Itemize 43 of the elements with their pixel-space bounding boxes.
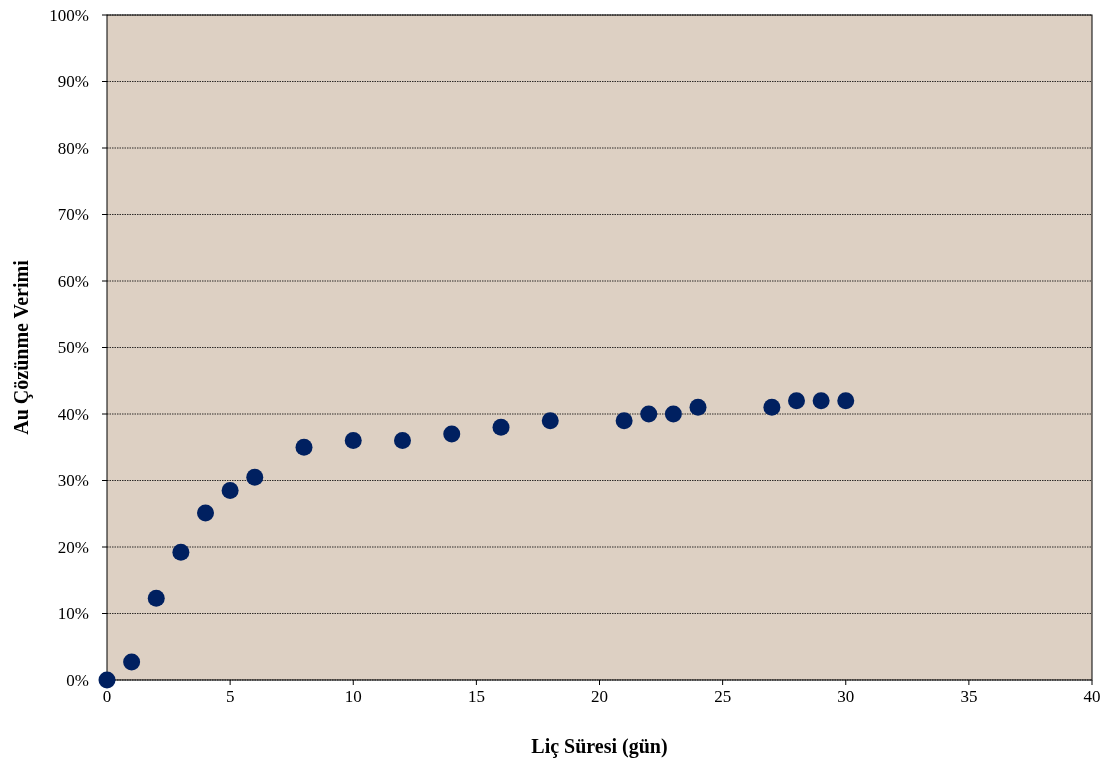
point [689, 398, 707, 416]
point [664, 405, 682, 423]
point [541, 412, 559, 430]
y-tick-label: 20% [57, 537, 89, 557]
point [812, 392, 830, 410]
point [295, 438, 313, 456]
y-tick-label: 100% [49, 5, 89, 25]
x-tick-label: 0 [102, 687, 112, 706]
x-tick-label: 20 [591, 687, 608, 706]
x-axis-title: Liç Süresi (gün) [531, 735, 668, 758]
y-tick-label: 40% [57, 404, 89, 424]
y-tick-label: 50% [57, 338, 89, 358]
point [344, 432, 362, 450]
y-tick-label: 60% [57, 271, 89, 291]
point [172, 543, 190, 561]
point [640, 405, 658, 423]
y-axis-title: Au Çözünme Verimi [10, 259, 33, 435]
y-tick-label: 70% [57, 205, 89, 225]
point [837, 392, 855, 410]
x-tick-label: 10 [344, 687, 362, 706]
x-tick-label: 5 [225, 687, 235, 706]
y-tick-label: 80% [57, 138, 89, 158]
point [123, 653, 141, 671]
point [788, 392, 805, 410]
x-tick-label: 25 [714, 687, 732, 706]
x-tick-label: 35 [960, 687, 978, 706]
point [615, 412, 633, 430]
point [98, 671, 116, 689]
y-tick-label: 90% [57, 72, 89, 92]
point [443, 425, 461, 443]
point [221, 481, 239, 499]
point [197, 504, 214, 522]
y-tick-label: 30% [57, 471, 89, 491]
x-tick-label: 15 [467, 687, 485, 706]
point [492, 418, 510, 436]
x-tick-label: 40 [1083, 687, 1101, 706]
point [246, 468, 264, 486]
y-tick-label: 0% [66, 670, 89, 690]
x-tick-label: 30 [837, 687, 855, 706]
point [394, 432, 411, 450]
point [763, 398, 781, 416]
point [147, 589, 165, 607]
y-tick-label: 10% [57, 604, 89, 624]
